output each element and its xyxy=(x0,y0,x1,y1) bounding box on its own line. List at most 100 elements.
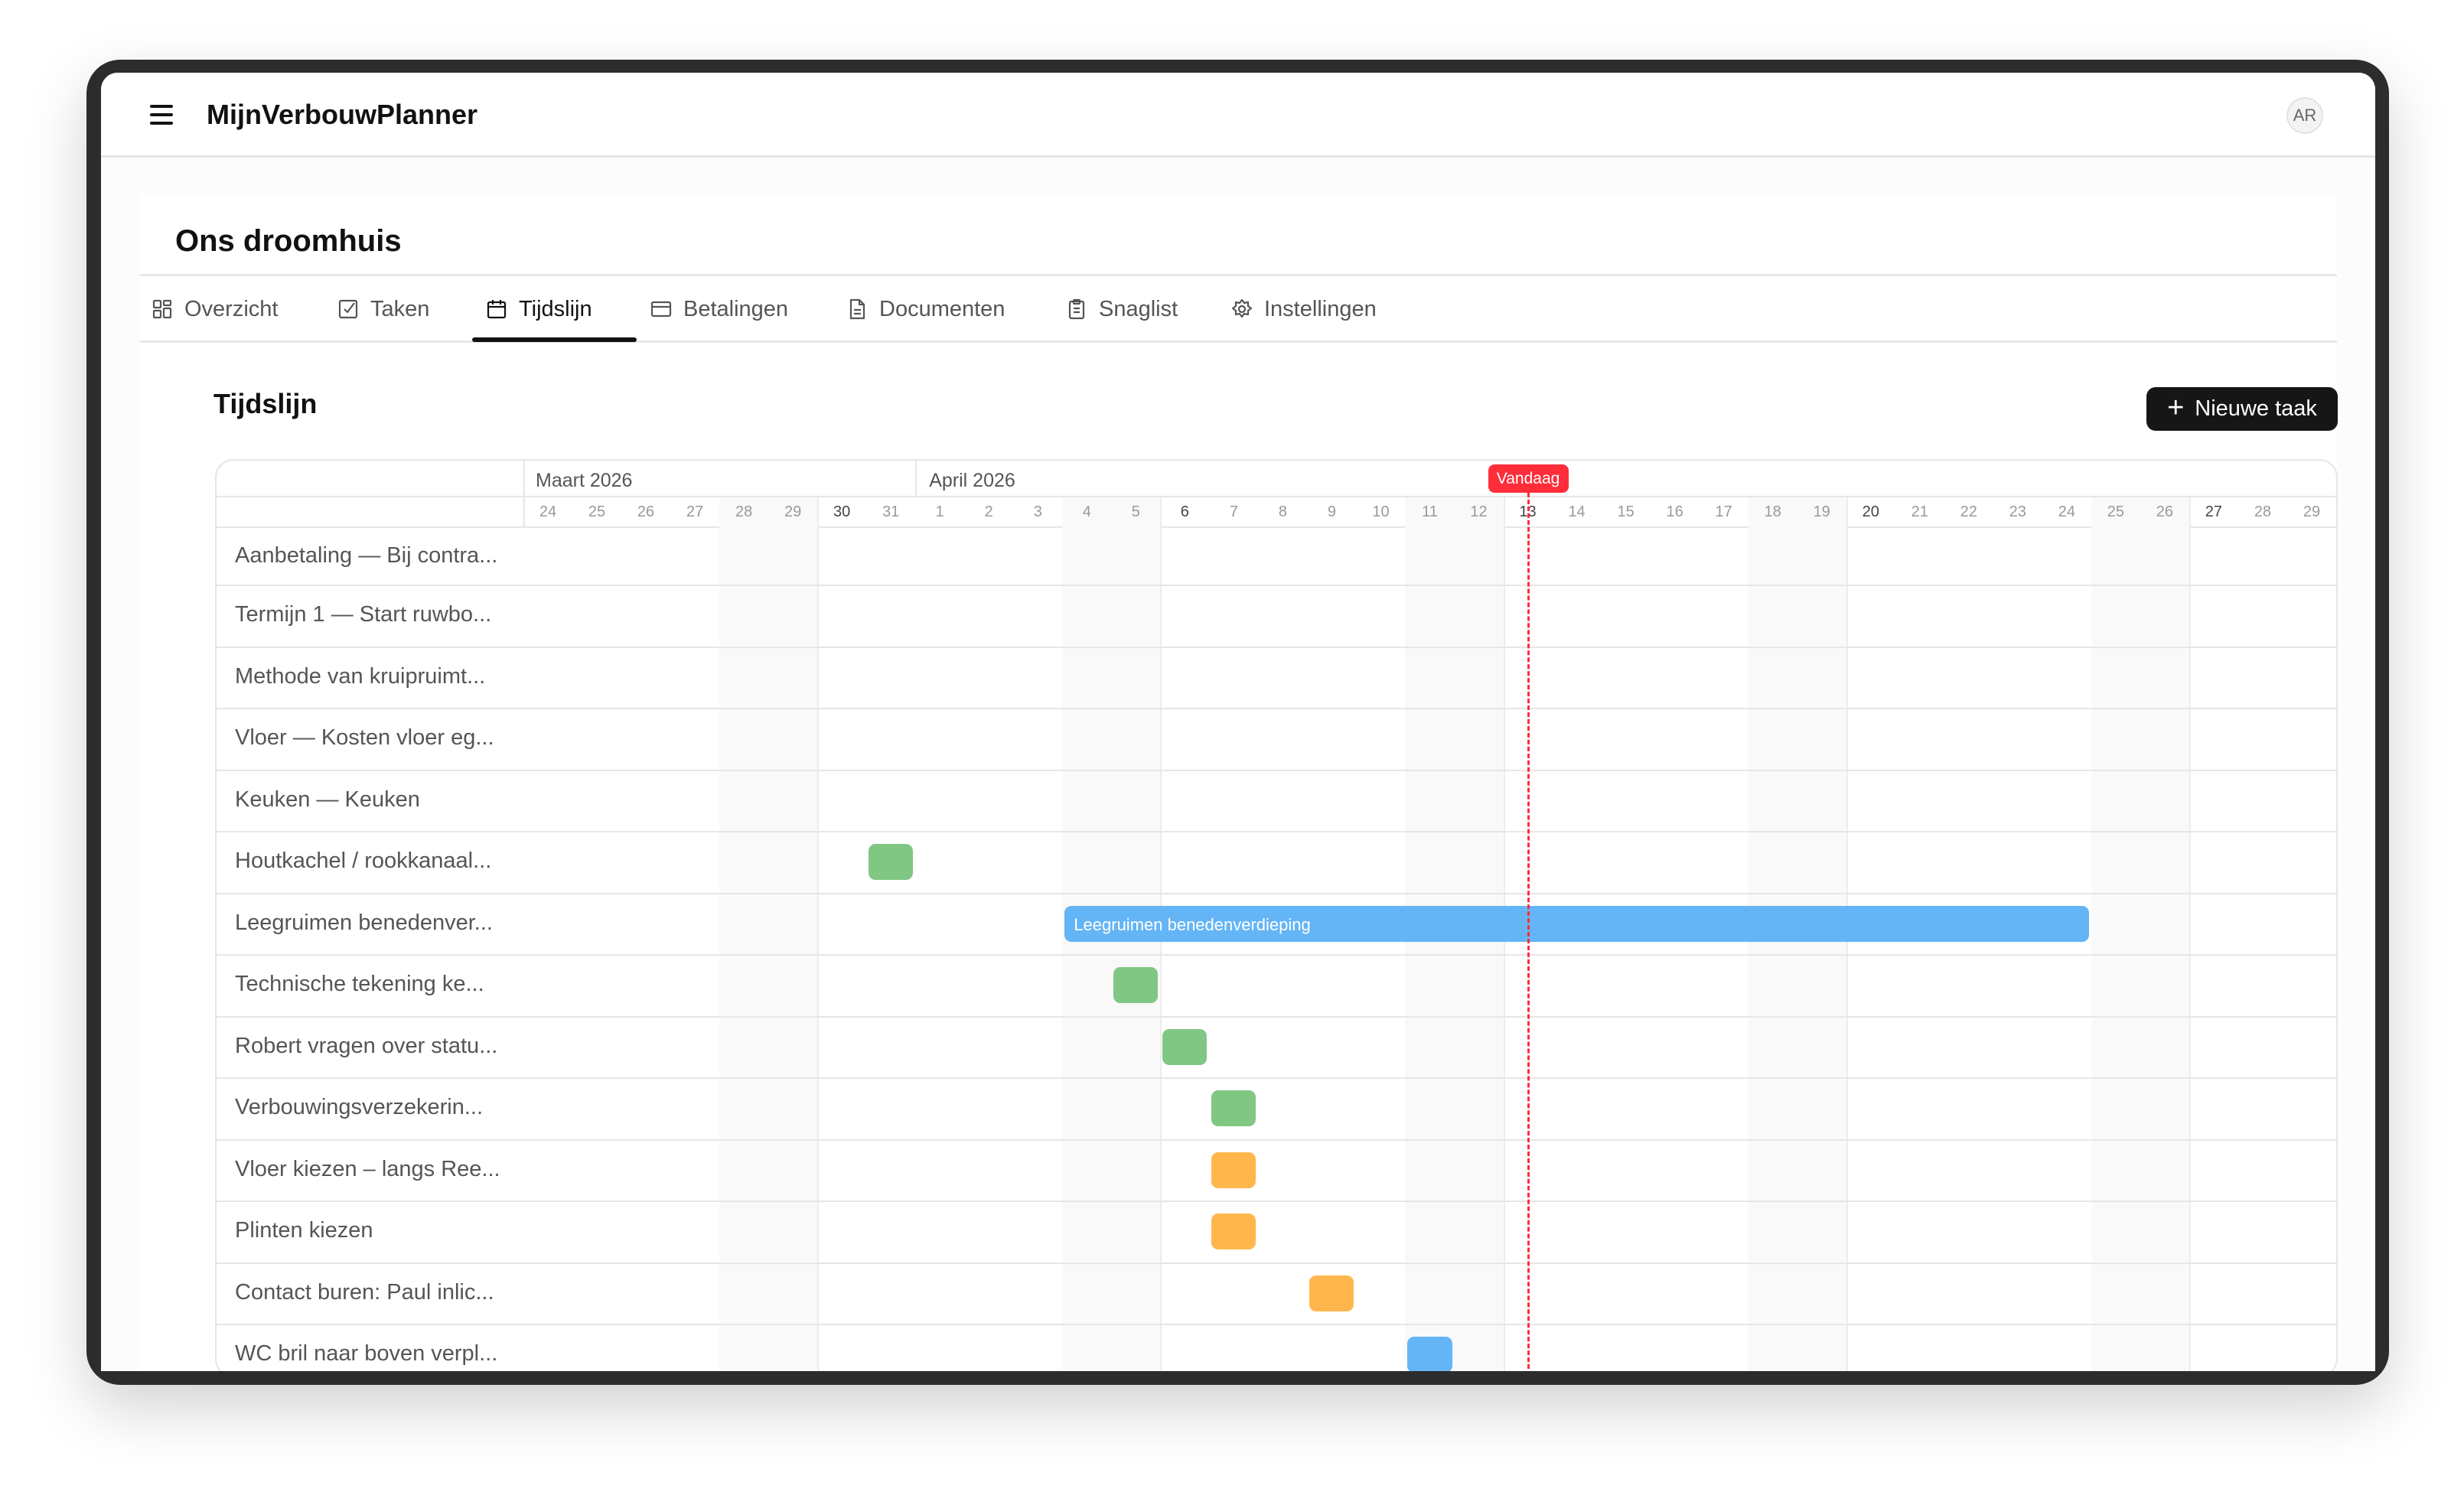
task-label[interactable]: Robert vragen over statu... xyxy=(235,1033,498,1058)
day-label: 28 xyxy=(2254,503,2272,520)
day-label: 20 xyxy=(1862,503,1879,520)
checkbox-icon xyxy=(338,299,358,319)
today-marker: Vandaag xyxy=(1488,464,1569,493)
day-label: 26 xyxy=(2156,503,2174,520)
day-label: 8 xyxy=(1278,503,1287,520)
gantt-row xyxy=(217,769,2336,832)
task-bar[interactable] xyxy=(869,844,914,881)
new-task-button[interactable]: + Nieuwe taak xyxy=(2146,387,2338,431)
page-title: Ons droomhuis xyxy=(175,224,402,258)
day-label: 31 xyxy=(882,503,900,520)
clipboard-list-icon xyxy=(1068,298,1085,320)
day-label: 29 xyxy=(2303,503,2321,520)
app-title: MijnVerbouwPlanner xyxy=(207,99,478,130)
tab-bar: Overzicht Taken Tijdslijn Betalingen Documen… xyxy=(139,274,2337,343)
header-divider xyxy=(217,496,2336,497)
tab-betalingen[interactable]: Betalingen xyxy=(650,276,788,342)
tab-label: Documenten xyxy=(879,296,1005,321)
day-label: 27 xyxy=(686,503,704,520)
task-bar[interactable] xyxy=(1113,967,1159,1004)
gear-icon xyxy=(1231,298,1253,318)
task-bar[interactable]: Leegruimen benedenverdieping xyxy=(1064,905,2089,942)
label-column-divider xyxy=(523,461,525,528)
task-bar[interactable] xyxy=(1211,1090,1256,1127)
task-label[interactable]: Plinten kiezen xyxy=(235,1218,373,1243)
gantt-row xyxy=(217,1015,2336,1078)
menu-icon[interactable] xyxy=(150,105,173,125)
gantt-row xyxy=(217,708,2336,770)
weekend-shading xyxy=(768,497,818,1371)
section-title: Tijdslijn xyxy=(213,388,318,419)
tab-snaglist[interactable]: Snaglist xyxy=(1065,276,1178,342)
task-label[interactable]: Houtkachel / rookkanaal... xyxy=(235,849,492,874)
day-label: 10 xyxy=(1372,503,1390,520)
day-label: 24 xyxy=(2058,503,2075,520)
day-label: 27 xyxy=(2205,503,2223,520)
task-label[interactable]: Technische tekening ke... xyxy=(235,972,484,997)
gantt-row xyxy=(217,1262,2336,1324)
day-label: 11 xyxy=(1422,503,1438,520)
task-label[interactable]: Methode van kruipruimt... xyxy=(235,663,486,689)
plus-icon: + xyxy=(2167,391,2185,424)
task-label[interactable]: Termijn 1 — Start ruwbo... xyxy=(235,602,492,627)
day-label: 24 xyxy=(539,503,557,520)
task-bar[interactable] xyxy=(1211,1152,1256,1188)
task-label[interactable]: WC bril naar boven verpl... xyxy=(235,1341,498,1367)
day-label: 19 xyxy=(1813,503,1830,520)
day-label: 1 xyxy=(935,503,944,520)
tab-documenten[interactable]: Documenten xyxy=(846,276,1005,342)
day-label: 30 xyxy=(833,503,851,520)
day-label: 16 xyxy=(1666,503,1683,520)
gantt-row xyxy=(217,892,2336,955)
task-label[interactable]: Keuken — Keuken xyxy=(235,787,420,812)
day-label: 23 xyxy=(2009,503,2026,520)
tab-tijdslijn[interactable]: Tijdslijn xyxy=(485,276,592,342)
day-label: 5 xyxy=(1131,503,1140,520)
gantt-row xyxy=(217,831,2336,893)
tab-label: Snaglist xyxy=(1099,296,1178,321)
task-label[interactable]: Vloer — Kosten vloer eg... xyxy=(235,725,494,751)
gantt-row xyxy=(217,585,2336,647)
day-label: 29 xyxy=(784,503,802,520)
weekend-shading xyxy=(2091,497,2140,1371)
tab-label: Instellingen xyxy=(1264,296,1377,321)
weekend-shading xyxy=(719,497,769,1371)
gantt-row xyxy=(217,954,2336,1016)
task-bar[interactable] xyxy=(1407,1337,1452,1371)
day-label: 14 xyxy=(1568,503,1586,520)
task-label[interactable]: Contact buren: Paul inlic... xyxy=(235,1279,494,1305)
header-divider xyxy=(217,526,2336,528)
tab-instellingen[interactable]: Instellingen xyxy=(1230,276,1377,342)
top-bar: MijnVerbouwPlanner AR xyxy=(101,73,2375,158)
task-bar[interactable] xyxy=(1211,1213,1256,1250)
day-label: 7 xyxy=(1229,503,1238,520)
tab-label: Overzicht xyxy=(184,296,279,321)
tab-overzicht[interactable]: Overzicht xyxy=(151,276,278,342)
month-label: Maart 2026 xyxy=(536,470,633,491)
tab-label: Betalingen xyxy=(683,296,789,321)
day-label: 12 xyxy=(1470,503,1488,520)
calendar-icon xyxy=(487,300,507,319)
avatar[interactable]: AR xyxy=(2286,97,2323,134)
file-text-icon xyxy=(849,298,865,320)
gantt-chart: 24 25 26 27 28 29 30 31 1 2 3 4 5 6 7 8 9 10 11 12 13 14 15 16 1… xyxy=(215,459,2338,1371)
task-label[interactable]: Verbouwingsverzekerin... xyxy=(235,1095,483,1120)
tab-taken[interactable]: Taken xyxy=(337,276,429,342)
gantt-row xyxy=(217,646,2336,709)
day-label: 6 xyxy=(1180,503,1189,520)
active-tab-indicator xyxy=(472,337,637,342)
project-card: Ons droomhuis Overzicht Taken Tijdslijn Bet… xyxy=(139,194,2338,1371)
day-label: 18 xyxy=(1764,503,1781,520)
tab-label: Tijdslijn xyxy=(519,296,592,321)
gantt-row xyxy=(217,1200,2336,1262)
task-label[interactable]: Leegruimen benedenver... xyxy=(235,910,493,935)
app-window: MijnVerbouwPlanner AR Ons droomhuis Over… xyxy=(101,73,2375,1371)
weekend-shading xyxy=(2140,497,2189,1371)
task-label[interactable]: Aanbetaling — Bij contra... xyxy=(235,543,498,568)
credit-card-icon xyxy=(650,301,672,318)
task-bar[interactable] xyxy=(1309,1275,1354,1311)
day-label: 4 xyxy=(1082,503,1091,520)
task-label[interactable]: Vloer kiezen – langs Ree... xyxy=(235,1156,500,1181)
gantt-row xyxy=(217,1324,2336,1371)
task-bar[interactable] xyxy=(1162,1028,1208,1065)
